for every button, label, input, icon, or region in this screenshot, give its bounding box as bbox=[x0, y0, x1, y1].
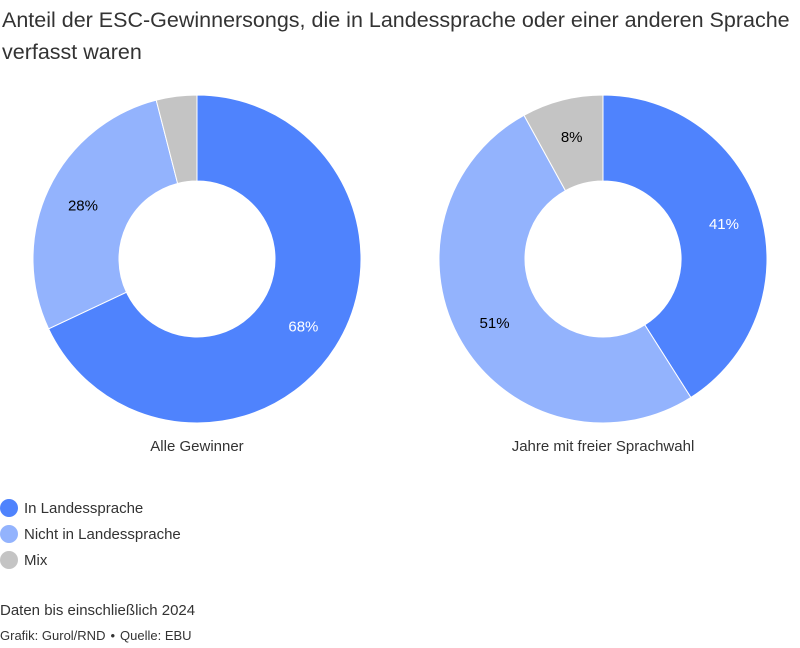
donut-label-alle-gewinner: Alle Gewinner bbox=[150, 438, 243, 455]
slice-label-nicht-in-landessprache: 28% bbox=[68, 197, 98, 214]
separator-dot: • bbox=[110, 628, 116, 643]
legend-label-in-landessprache: In Landessprache bbox=[24, 499, 144, 517]
slice-in-landessprache bbox=[602, 94, 768, 399]
slice-label-in-landessprache: 68% bbox=[288, 319, 318, 336]
slice-in-landessprache bbox=[47, 94, 362, 424]
slice-nicht-in-landessprache bbox=[438, 114, 692, 424]
donut-chart-freie-sprachwahl: 41% 51% 8% bbox=[438, 94, 768, 424]
slice-label-nicht-in-landessprache: 51% bbox=[480, 315, 510, 332]
source-text: Quelle: EBU bbox=[120, 628, 192, 643]
slice-nicht-in-landessprache bbox=[32, 99, 179, 330]
legend-item-nicht-in-landessprache: Nicht in Landessprache bbox=[0, 521, 181, 547]
source-line: Grafik: Gurol/RND • Quelle: EBU bbox=[0, 628, 192, 643]
legend: In Landessprache Nicht in Landessprache … bbox=[0, 495, 181, 573]
slice-label-mix: 8% bbox=[561, 129, 583, 146]
legend-label-nicht-in-landessprache: Nicht in Landessprache bbox=[24, 525, 181, 543]
legend-swatch-nicht-in-landessprache bbox=[0, 525, 18, 543]
data-note: Daten bis einschließlich 2024 bbox=[0, 602, 196, 619]
legend-item-in-landessprache: In Landessprache bbox=[0, 495, 181, 521]
chart-title: Anteil der ESC-Gewinnersongs, die in Lan… bbox=[2, 8, 790, 64]
legend-item-mix: Mix bbox=[0, 547, 181, 573]
slice-mix bbox=[523, 94, 604, 192]
legend-swatch-mix bbox=[0, 551, 18, 569]
donut-label-freie-sprachwahl: Jahre mit freier Sprachwahl bbox=[512, 438, 695, 455]
legend-swatch-in-landessprache bbox=[0, 499, 18, 517]
credit-text: Grafik: Gurol/RND bbox=[0, 628, 106, 643]
legend-label-mix: Mix bbox=[24, 551, 48, 569]
donut-charts: 68% 28% 41% 51% 8% Alle Gewinner Jahre mit … bbox=[32, 94, 768, 455]
donut-chart-alle-gewinner: 68% 28% bbox=[32, 94, 362, 424]
slice-label-in-landessprache: 41% bbox=[709, 216, 739, 233]
slice-mix bbox=[155, 94, 198, 185]
